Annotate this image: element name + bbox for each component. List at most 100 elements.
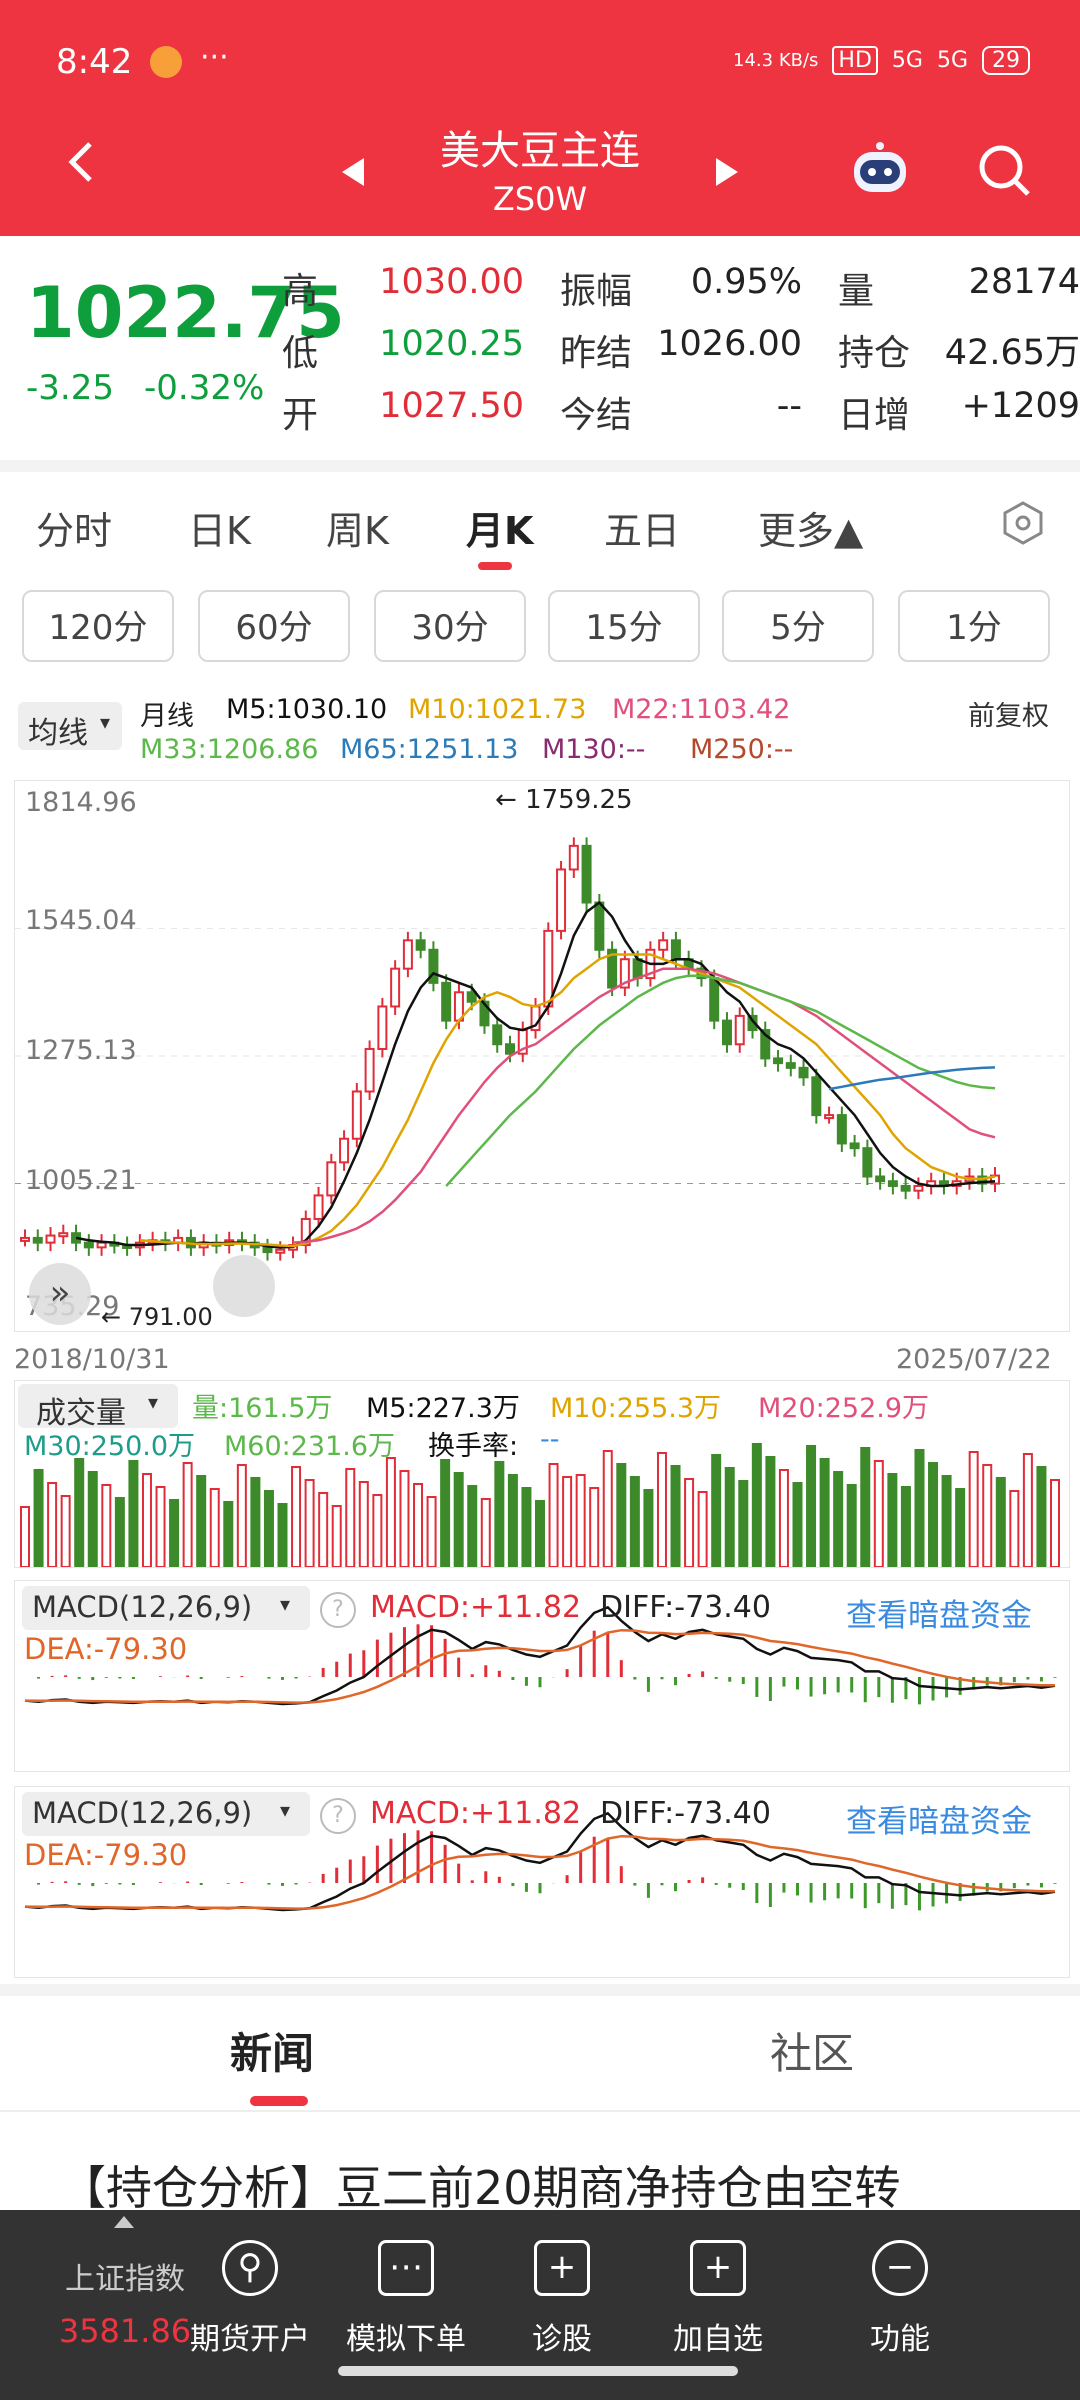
interval-button[interactable]: 1分 <box>898 590 1050 662</box>
dark-pool-link[interactable]: 查看暗盘资金 <box>846 1598 1032 1634</box>
min-price-label: ← 791.00 <box>101 1303 213 1331</box>
dark-pool-link[interactable]: 查看暗盘资金 <box>846 1804 1032 1840</box>
settings-icon[interactable] <box>1000 500 1046 546</box>
tab-2[interactable]: 周K <box>326 509 389 553</box>
quote-label: 高 <box>282 271 319 312</box>
volume-bar <box>955 1488 966 1568</box>
interval-button[interactable]: 15分 <box>548 590 700 662</box>
quote-label: 振幅 <box>560 271 633 312</box>
home-indicator[interactable] <box>338 2366 738 2376</box>
expand-icon[interactable]: » <box>29 1263 91 1325</box>
min-price-value: 791.00 <box>128 1303 213 1331</box>
help-icon[interactable]: ? <box>320 1592 356 1628</box>
top-header: 8:42 ··· 14.3 KB/s HD 5G 5G 29 美大豆主连 ZS0… <box>0 0 1080 236</box>
vol-stat: M60:231.6万 <box>224 1431 396 1462</box>
candle <box>568 844 579 871</box>
quote-value: 1027.50 <box>379 386 524 426</box>
macd-selector-1[interactable]: MACD(12,26,9) ▾ <box>22 1586 310 1630</box>
quote-value: +1209 <box>961 386 1080 426</box>
volume-bar <box>304 1479 315 1568</box>
indicator-selector[interactable]: 均线 ▾ <box>18 702 122 751</box>
volume-bar <box>562 1476 573 1568</box>
candle <box>83 1241 94 1249</box>
help-icon[interactable]: ? <box>320 1798 356 1834</box>
contract-code: ZS0W <box>492 180 588 218</box>
ma-line-m65 <box>828 1066 996 1091</box>
robot-assistant-icon[interactable] <box>848 138 912 202</box>
candle <box>836 1114 847 1145</box>
active-tab-underline <box>478 562 512 570</box>
prev-contract-icon[interactable] <box>342 158 364 186</box>
news-headline[interactable]: 【持仓分析】豆二前20期商净持仓由空转 <box>60 2161 901 2215</box>
candle <box>747 1014 758 1032</box>
quote-value: 1026.00 <box>657 324 802 364</box>
candle <box>581 844 592 904</box>
more-dots-icon: ··· <box>200 40 229 75</box>
y-tick-label: 1275.13 <box>25 1035 137 1066</box>
add-watch-icon: + <box>690 2240 746 2296</box>
macd-value: MACD:+11.82 <box>370 1796 582 1831</box>
tab-1[interactable]: 日K <box>188 509 251 553</box>
quote-label: 量 <box>838 271 875 312</box>
crosshair-toggle-icon[interactable] <box>213 1255 275 1317</box>
macd-panel-2[interactable] <box>14 1786 1070 1978</box>
interval-button[interactable]: 120分 <box>22 590 174 662</box>
tab-4[interactable]: 五日 <box>604 509 681 553</box>
adjust-mode-button[interactable]: 前复权 <box>968 701 1049 732</box>
volume-bar <box>250 1477 261 1568</box>
volume-bar <box>1022 1453 1033 1568</box>
max-price-value: 1759.25 <box>525 785 633 815</box>
candle <box>96 1241 107 1249</box>
nav-item-label: 加自选 <box>673 2322 763 2357</box>
tab-3[interactable]: 月K <box>466 509 534 553</box>
next-contract-icon[interactable] <box>716 158 738 186</box>
index-name[interactable]: 上证指数 <box>65 2262 185 2297</box>
back-arrow-icon[interactable] <box>60 140 104 184</box>
divider <box>0 2110 1080 2112</box>
volume-bar <box>738 1480 749 1568</box>
max-price-label: ← 1759.25 <box>495 785 633 815</box>
kline-chart[interactable]: 1814.96 1545.04 1275.13 1005.21 735.29 ←… <box>14 780 1070 1332</box>
interval-button[interactable]: 5分 <box>722 590 874 662</box>
candle <box>364 1047 375 1093</box>
quote-label: 昨结 <box>560 333 633 374</box>
dea-line <box>24 1628 1056 1704</box>
candle <box>300 1218 311 1247</box>
interval-button[interactable]: 30分 <box>374 590 526 662</box>
tab-news[interactable]: 新闻 <box>230 2029 315 2078</box>
volume-bar <box>656 1452 667 1568</box>
candle <box>900 1184 911 1192</box>
candle <box>824 1114 835 1120</box>
macd-panel-1[interactable] <box>14 1580 1070 1772</box>
hd-icon: HD <box>832 46 878 75</box>
interval-button[interactable]: 60分 <box>198 590 350 662</box>
ma-legend-m10: M10:1021.73 <box>408 694 587 725</box>
macd-selector-2[interactable]: MACD(12,26,9) ▾ <box>22 1792 310 1836</box>
candle <box>773 1057 784 1065</box>
vol-stat: M5:227.3万 <box>366 1393 520 1424</box>
volume-bar <box>114 1497 125 1568</box>
quote-value: 0.95% <box>690 262 802 302</box>
nav-item-label: 期货开户 <box>190 2322 310 2357</box>
quote-value: 1030.00 <box>379 262 524 302</box>
volume-bar <box>33 1469 44 1568</box>
volume-bar <box>982 1464 993 1568</box>
tab-community[interactable]: 社区 <box>770 2029 855 2078</box>
volume-bar <box>846 1484 857 1568</box>
diff-value: DIFF:-73.40 <box>600 1796 771 1831</box>
tab-5[interactable]: 更多▲ <box>758 509 864 553</box>
volume-bar <box>494 1461 505 1568</box>
tab-0[interactable]: 分时 <box>36 509 113 553</box>
volume-bar <box>263 1490 274 1568</box>
status-indicators: 14.3 KB/s HD 5G 5G 29 <box>733 46 1030 75</box>
volume-selector[interactable]: 成交量 ▾ <box>18 1384 178 1431</box>
search-icon[interactable] <box>974 140 1034 200</box>
y-tick-label: 1545.04 <box>25 905 137 936</box>
candle <box>721 1019 732 1046</box>
ma-legend-m22: M22:1103.42 <box>612 694 791 725</box>
divider <box>0 460 1080 472</box>
vol-stat: -- <box>540 1424 560 1455</box>
volume-bar <box>819 1458 830 1568</box>
volume-panel[interactable] <box>14 1380 1070 1568</box>
candle <box>594 901 605 951</box>
